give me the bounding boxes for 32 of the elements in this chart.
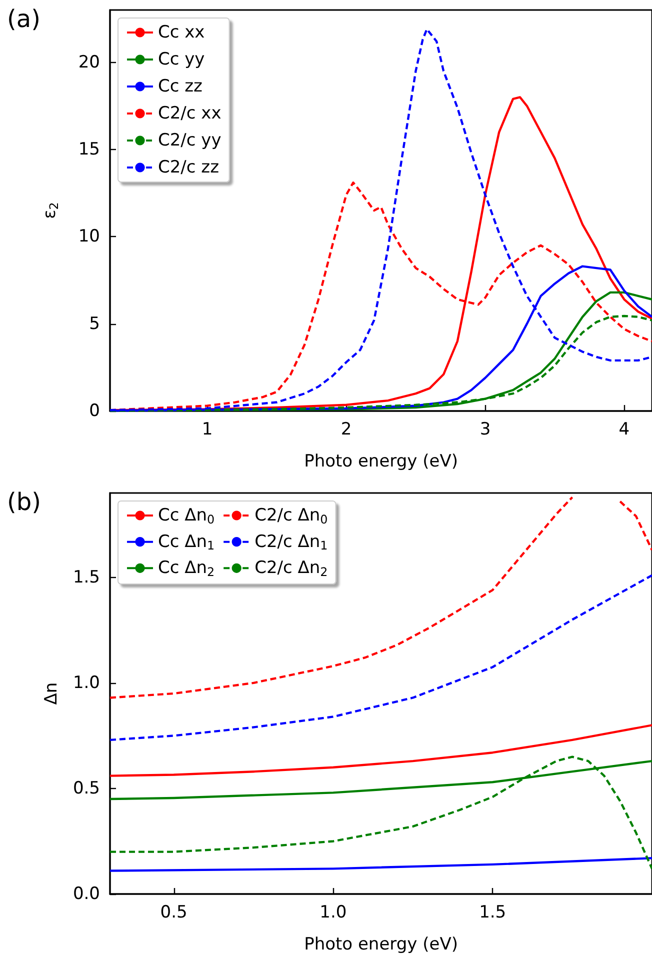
y-tick-label: 10 [78, 226, 100, 247]
y-tick-label: 5 [89, 314, 100, 334]
chart-title: (a) [7, 5, 40, 33]
x-tick-label: 0.5 [160, 902, 188, 922]
y-tick-label: 15 [78, 139, 100, 160]
legend-label: Cc yy [158, 50, 205, 70]
x-tick-label: 1.0 [320, 902, 347, 922]
x-tick-label: 1 [202, 420, 213, 440]
x-axis-title: Photo energy (eV) [304, 934, 458, 954]
legend-label: Cc zz [158, 76, 203, 96]
line-series [108, 857, 652, 872]
legend-label: C2/c xx [158, 104, 222, 124]
y-tick-label: 0.5 [72, 778, 100, 798]
y-tick-label: 20 [78, 52, 100, 72]
x-tick-label: 3 [480, 420, 491, 440]
y-tick-label: 1.5 [72, 567, 100, 588]
y-tick-label: 0.0 [72, 884, 100, 904]
x-tick-label: 2 [340, 420, 352, 440]
x-tick-label: 1.5 [479, 902, 506, 922]
chart-title: (b) [7, 488, 41, 516]
line-series [108, 574, 652, 742]
y-tick-label: 1.0 [72, 672, 100, 693]
y-axis-title: ε2 [40, 202, 61, 219]
line-series [108, 756, 652, 870]
legend-label: C2/c yy [158, 130, 222, 150]
y-tick-label: 0 [89, 401, 100, 421]
y-axis-title: Δn [42, 682, 62, 705]
x-axis-title: Photo energy (eV) [304, 452, 458, 472]
line-series [108, 724, 652, 777]
x-tick-label: 4 [618, 420, 630, 440]
legend-label: Cc xx [158, 22, 205, 42]
legend-label: C2/c zz [158, 158, 220, 178]
